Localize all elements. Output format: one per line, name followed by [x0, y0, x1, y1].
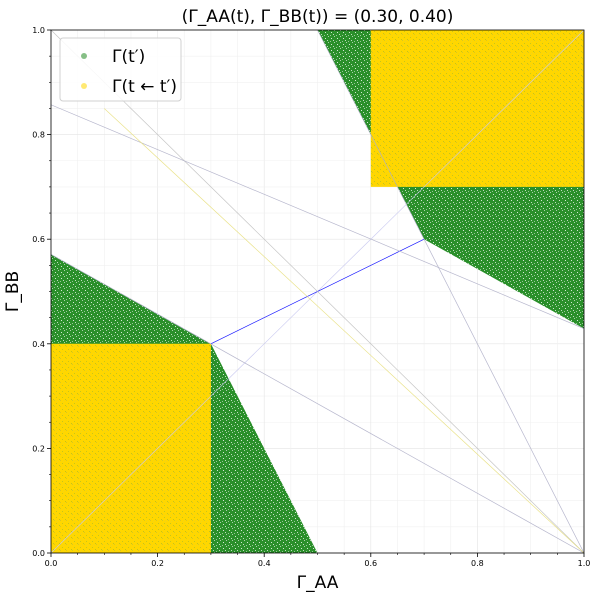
guide-line-5 [317, 30, 584, 553]
scatter-regions [51, 30, 584, 553]
scatter-region-gamma-t-from-t-prime-1 [51, 343, 211, 553]
y-axis-title: Γ_BB [3, 271, 23, 312]
legend-label: Γ(t′) [112, 47, 145, 67]
x-tick-label: 0.0 [45, 559, 58, 568]
x-tick-label: 0.2 [151, 559, 164, 568]
y-tick-label: 0.0 [32, 549, 45, 558]
x-tick-label: 0.6 [364, 559, 377, 568]
y-tick-label: 1.0 [32, 26, 45, 35]
y-tick-label: 0.6 [32, 235, 45, 244]
legend: Γ(t′) Γ(t ← t′) [59, 37, 182, 102]
y-tick-label: 0.2 [32, 444, 45, 453]
axis-ticks: 0.0 0.2 0.4 0.6 0.8 1.0 0.0 0.2 0.4 0.6 0.8 1.0 [32, 26, 590, 568]
x-tick-label: 1.0 [578, 559, 591, 568]
legend-label: Γ(t ← t′) [112, 77, 177, 97]
legend-box [59, 37, 182, 102]
legend-marker [81, 83, 87, 89]
guide-line-4 [51, 254, 584, 553]
y-tick-label: 0.8 [32, 131, 45, 140]
x-tick-label: 0.4 [258, 559, 271, 568]
scatter-region-gamma-t-from-t-prime-2 [370, 30, 584, 187]
guide-line-3 [51, 30, 584, 553]
x-tick-label: 0.8 [471, 559, 484, 568]
guide-line-6 [51, 104, 584, 329]
y-tick-label: 0.4 [32, 340, 45, 349]
legend-marker [81, 53, 87, 59]
guide-lines [51, 30, 584, 553]
guide-line-7 [104, 108, 584, 553]
x-axis-title: Γ_AA [297, 573, 339, 593]
chart-title: (Γ_AA(t), Γ_BB(t)) = (0.30, 0.40) [182, 7, 454, 27]
